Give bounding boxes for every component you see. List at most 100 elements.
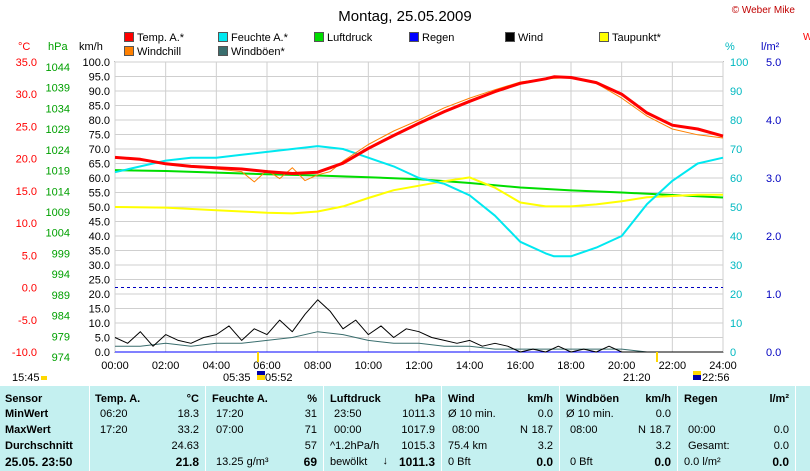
wind-tick-label: 20.0 [89,289,110,301]
pressure-tick-label: 1009 [46,207,70,219]
pressure-min-value: 1011.3 [402,408,435,420]
legend-swatch-icon [599,32,609,42]
wind-max-time: 08:00 [452,424,480,436]
pressure-avg-value: 1015.3 [401,440,435,452]
wind-tick-label: 25.0 [89,275,110,287]
humidity-tick-label: 90 [730,86,742,98]
pressure-tick-label: 984 [52,311,70,323]
pressure-tick-label: 979 [52,331,70,343]
legend-label: Wind [518,32,544,44]
temp-avg-value: 24.63 [171,440,199,452]
wind-tick-label: 10.0 [89,318,110,330]
pressure-tick-label: 1014 [46,186,70,198]
humidity-tick-label: 20 [730,289,742,301]
wind-tick-label: 15.0 [89,304,110,316]
humidity-tick-label: 70 [730,144,742,156]
pressure-tick-label: 1019 [46,166,70,178]
temp-tick-label: 35.0 [16,57,37,69]
pressure-header: Luftdruck [330,393,381,405]
rain-total-label: Gesamt: [688,440,730,452]
x-tick-label: 16:00 [507,360,535,372]
gusts-avg10-label: Ø 10 min. [566,408,614,420]
rain-tick-label: 0.0 [766,347,781,359]
legend-item: Windböen* [218,46,285,58]
sunset-time-2: 22:56 [702,372,730,384]
legend-label: Taupunkt* [612,32,661,44]
rain-today-label: 0.0 l/m² [684,456,721,468]
summary-col-gusts: Windböen km/h Ø 10 min. 0.0 08:00 N 18.7… [560,386,678,471]
temp-min-value: 18.3 [177,408,199,420]
x-tick-label: 12:00 [405,360,433,372]
axis-unit-pressure: hPa [48,41,68,53]
pressure-min-time: 23:50 [334,408,362,420]
x-tick-label: 06:00 [253,360,281,372]
x-tick-label: 24:00 [709,360,737,372]
sunrise-time: 05:35 [223,372,251,384]
sensor-header: Sensor [5,393,43,405]
rain-unit: l/m² [769,393,789,405]
legend-label: Windböen* [231,46,285,58]
pressure-tick-label: 999 [52,248,70,260]
axis-unit-rain: l/m² [761,41,780,53]
gusts-beaufort: 0 Bft [570,456,593,468]
temp-max-value: 33.2 [177,424,199,436]
pressure-tick-label: 989 [52,290,70,302]
temp-tick-label: 0.0 [22,283,37,295]
temp-min-time: 06:20 [100,408,128,420]
humidity-max-value: 71 [304,424,317,436]
wind-tick-label: 55.0 [89,188,110,200]
axis-unit-wind: km/h [79,41,103,53]
rain-max-value: 0.0 [773,424,789,436]
temp-tick-label: 10.0 [16,218,37,230]
copyright-label: © Weber Mike [732,5,796,16]
rain-header: Regen [684,393,718,405]
sunrise-time-2: 05:52 [265,372,293,384]
wind-avg10-label: Ø 10 min. [448,408,496,420]
legend-label: Luftdruck [327,32,373,44]
legend-item: Wind [505,32,543,44]
pressure-tick-label: 974 [52,352,70,364]
wind-tick-label: 35.0 [89,246,110,258]
pressure-tick-label: 1034 [46,103,70,115]
legend-swatch-icon [505,32,515,42]
x-tick-label: 04:00 [203,360,231,372]
axes: 35.0 30.0 25.0 20.0 15.0 10.0 5.0 0.0 -5.0 -10.0 1… [12,57,781,372]
wind-tick-label: 50.0 [89,202,110,214]
rain-current-value: 0.0 [772,455,789,469]
legend-swatch-icon [218,46,228,56]
series-windb-en [115,331,723,353]
temp-tick-label: -5.0 [18,315,37,327]
current-time-icon [41,376,47,380]
summary-col-rain: Regen l/m² 00:00 0.0 Gesamt: 0.0 0.0 l/m… [678,386,796,471]
humidity-tick-label: 40 [730,231,742,243]
legend-item: Feuchte A.* [218,32,288,44]
x-tick-label: 18:00 [557,360,585,372]
humidity-tick-label: 60 [730,173,742,185]
wind-tick-label: 0.0 [95,347,110,359]
legend-swatch-icon [314,32,324,42]
series-lines [114,75,724,353]
wind-tick-label: 65.0 [89,159,110,171]
sensor-row-min: MinWert [5,408,49,420]
pressure-tick-label: 1044 [46,62,70,74]
x-tick-label: 08:00 [304,360,332,372]
pressure-unit: hPa [414,393,435,405]
legend-swatch-icon [218,32,228,42]
summary-col-sensor: Sensor MinWert MaxWert Durchschnitt 25.0… [0,386,90,471]
humidity-min-time: 17:20 [216,408,244,420]
pressure-forecast: bewölkt [330,456,368,468]
wind-tick-label: 85.0 [89,101,110,113]
gusts-avg-value: 3.2 [655,440,671,452]
humidity-min-value: 31 [304,408,317,420]
pressure-trend: ^1.2hPa/h [330,440,380,452]
x-tick-label: 22:00 [659,360,687,372]
humidity-current-value: 69 [303,455,317,469]
humidity-tick-label: 100 [730,57,748,69]
rain-tick-label: 2.0 [766,231,781,243]
pressure-trend-down-arrow-icon: ↓ [382,455,389,467]
legend-item: Luftdruck [314,32,372,44]
wind-tick-label: 100.0 [82,57,110,69]
wind-max-value: 18.7 [531,424,553,436]
summary-col-pressure: Luftdruck hPa 23:50 1011.3 00:00 1017.9 … [324,386,442,471]
sunset-sun-icon [693,371,701,375]
